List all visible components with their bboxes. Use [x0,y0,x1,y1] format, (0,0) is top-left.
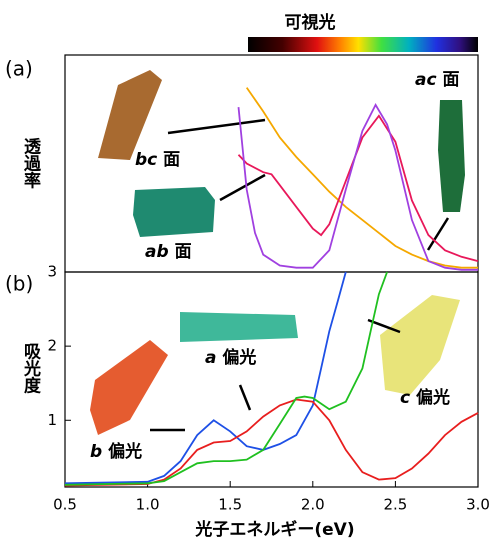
figure: 1 2 3 0.5 1.0 1.5 2.0 2.5 3.0 可視光 (a) (b) 透過率 吸光… [0,0,492,544]
crystal-c [380,295,460,395]
annotation: a 偏光 [205,347,256,368]
crystal-bc [98,70,162,160]
crystal-ac [438,100,465,212]
y-tick-label: 3 [47,263,57,281]
x-axis-label: 光子エネルギー(eV) [194,519,354,540]
panel-label: (b) [5,272,33,296]
annotation: c 偏光 [400,387,450,408]
x-tick-label: 2.0 [301,496,325,514]
crystal-ab [133,187,215,237]
x-tick-label: 3.0 [466,496,490,514]
panel-label: (a) [5,57,33,81]
x-tick-label: 2.5 [383,496,407,514]
x-tick-label: 1.0 [136,496,160,514]
annotation: bc 面 [135,150,180,170]
crystal-a [180,312,298,342]
annotation: b 偏光 [90,441,142,462]
spectrum-bar [248,37,478,52]
y-axis-label: 透過率 [20,136,41,189]
annotation: ab 面 [145,242,192,262]
y-tick-label: 1 [47,411,57,429]
crystal-b [90,340,168,435]
x-tick-label: 1.5 [218,496,242,514]
y-axis-label: 吸光度 [20,343,42,395]
colorbar-label: 可視光 [285,12,336,33]
y-tick-label: 2 [47,337,57,355]
x-tick-label: 0.5 [53,496,77,514]
annotation: ac 面 [415,70,459,90]
